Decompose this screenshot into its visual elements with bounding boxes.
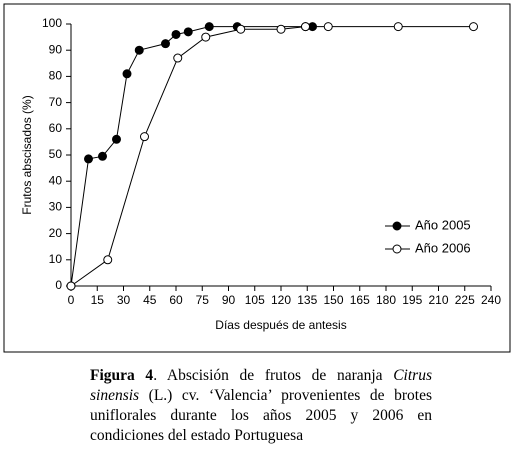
data-point <box>161 39 170 49</box>
caption-text: (L.) cv. ‘Valencia’ provenientes de brot… <box>90 387 432 444</box>
data-point <box>204 22 214 32</box>
data-point <box>134 45 144 55</box>
y-axis-title: Frutos abscisados (%) <box>20 95 34 214</box>
x-tick-label: 120 <box>271 293 291 307</box>
series-line <box>70 26 313 287</box>
data-point <box>122 69 132 79</box>
legend-marker <box>392 221 402 231</box>
y-tick-label: 70 <box>49 95 63 109</box>
legend-label: Año 2006 <box>415 240 471 255</box>
data-point <box>201 32 211 42</box>
y-tick-label: 100 <box>42 16 62 30</box>
y-tick-label: 60 <box>49 121 63 135</box>
legend-marker <box>392 244 402 254</box>
x-tick-label: 180 <box>376 293 396 307</box>
data-point <box>323 22 333 32</box>
data-point <box>276 24 286 34</box>
y-tick-label: 0 <box>55 278 62 292</box>
y-tick-label: 40 <box>49 173 63 187</box>
data-point <box>66 281 76 291</box>
data-point <box>140 132 149 142</box>
x-tick-label: 195 <box>402 293 422 307</box>
y-tick-label: 90 <box>49 42 63 56</box>
x-tick-label: 225 <box>455 293 475 307</box>
x-tick-label: 135 <box>297 293 317 307</box>
x-tick-label: 105 <box>245 293 265 307</box>
x-axis-title: Días después de antesis <box>215 318 346 332</box>
x-tick-label: 75 <box>196 293 210 307</box>
data-point <box>173 53 183 63</box>
x-tick-label: 15 <box>91 293 105 307</box>
x-tick-label: 30 <box>117 293 131 307</box>
x-tick-label: 60 <box>169 293 183 307</box>
chart: Días después de antesis Frutos abscisado… <box>3 3 511 353</box>
x-tick-label: 90 <box>222 293 236 307</box>
data-point <box>301 22 310 32</box>
x-tick-label: 150 <box>323 293 343 307</box>
data-point <box>171 29 181 39</box>
x-tick-label: 165 <box>350 293 370 307</box>
caption-species: Citrus sinensis <box>90 367 432 404</box>
data-point <box>393 22 403 32</box>
caption-text: . Abscisión de frutos de naranja <box>153 367 394 384</box>
data-point <box>236 24 246 34</box>
data-point <box>84 154 93 164</box>
x-tick-label: 0 <box>68 293 75 307</box>
y-tick-label: 50 <box>49 147 63 161</box>
x-tick-label: 45 <box>143 293 157 307</box>
data-point <box>98 151 107 161</box>
data-point <box>469 22 478 32</box>
x-tick-label: 240 <box>481 293 501 307</box>
data-point <box>183 27 193 37</box>
legend-label: Año 2005 <box>415 217 471 232</box>
caption: Figura 4. Abscisión de frutos de naranja… <box>90 366 432 446</box>
y-tick-label: 10 <box>49 252 63 266</box>
data-point <box>112 134 121 144</box>
caption-label: Figura 4 <box>90 367 154 384</box>
frame <box>3 3 511 353</box>
data-point <box>103 255 113 265</box>
y-tick-label: 80 <box>49 69 63 83</box>
y-tick-label: 30 <box>49 200 63 214</box>
x-tick-label: 210 <box>428 293 448 307</box>
y-tick-label: 20 <box>49 226 63 240</box>
